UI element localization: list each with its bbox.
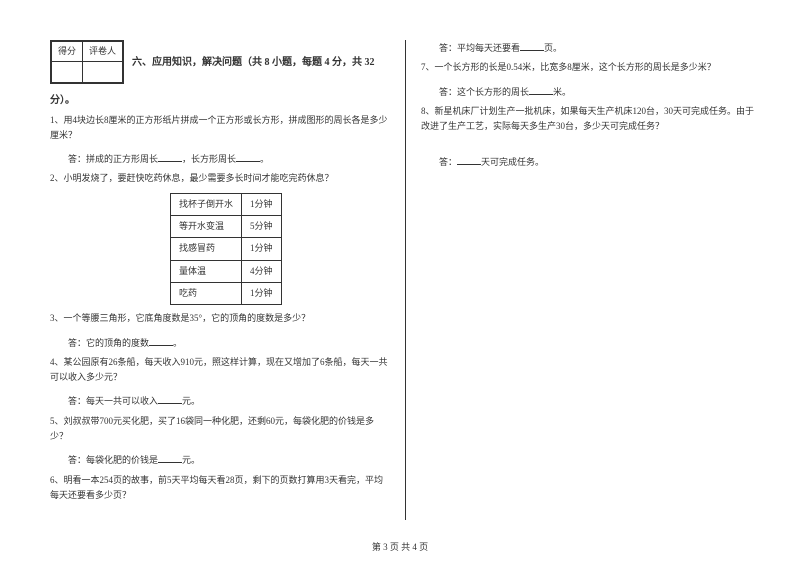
blank	[236, 151, 260, 162]
page-footer: 第 3 页 共 4 页	[0, 540, 800, 553]
blank	[529, 84, 553, 95]
a1-mid: ，长方形周长	[182, 154, 236, 164]
a5-end: 元。	[182, 455, 200, 465]
steps-table: 找杯子倒开水1分钟 等开水变温5分钟 找感冒药1分钟 量体温4分钟 吃药1分钟	[170, 193, 282, 305]
question-8: 8、新星机床厂计划生产一批机床，如果每天生产机床120台，30天可完成任务。由于…	[421, 104, 761, 135]
table-row: 找杯子倒开水1分钟	[171, 193, 282, 215]
answer-6: 答：平均每天还要看 页。	[421, 40, 761, 56]
a6-pre: 答：平均每天还要看	[439, 43, 520, 53]
left-column: 得分 评卷人 六、应用知识，解决问题（共 8 小题，每题 4 分，共 32 分）…	[50, 40, 405, 520]
answer-1: 答：拼成的正方形周长 ，长方形周长 。	[50, 151, 390, 167]
answer-8: 答： 天可完成任务。	[421, 154, 761, 170]
question-5: 5、刘叔叔带700元买化肥，买了16袋同一种化肥，还剩60元，每袋化肥的价钱是多…	[50, 414, 390, 445]
step-name: 找杯子倒开水	[171, 193, 242, 215]
question-1: 1、用4块边长8厘米的正方形纸片拼成一个正方形或长方形，拼成图形的周长各是多少厘…	[50, 113, 390, 144]
step-name: 量体温	[171, 260, 242, 282]
step-name: 等开水变温	[171, 216, 242, 238]
a8-end: 天可完成任务。	[481, 157, 544, 167]
right-column: 答：平均每天还要看 页。 7、一个长方形的长是0.54米，比宽多8厘米，这个长方形…	[405, 40, 761, 520]
a7-end: 米。	[553, 87, 571, 97]
table-row: 找感冒药1分钟	[171, 238, 282, 260]
answer-4: 答：每天一共可以收入 元。	[50, 393, 390, 409]
grader-label: 评卷人	[83, 42, 123, 62]
a3-pre: 答：它的顶角的度数	[68, 338, 149, 348]
grader-cell	[83, 62, 123, 82]
a6-end: 页。	[544, 43, 562, 53]
a1-end: 。	[260, 154, 269, 164]
answer-7: 答：这个长方形的周长 米。	[421, 84, 761, 100]
blank	[158, 151, 182, 162]
question-6: 6、明看一本254页的故事，前5天平均每天看28页，剩下的页数打算用3天看完，平…	[50, 473, 390, 504]
section-title: 六、应用知识，解决问题（共 8 小题，每题 4 分，共 32	[132, 57, 375, 68]
a8-pre: 答：	[439, 157, 457, 167]
a7-pre: 答：这个长方形的周长	[439, 87, 529, 97]
step-name: 找感冒药	[171, 238, 242, 260]
question-4: 4、某公园原有26条船，每天收入910元，照这样计算，现在又增加了6条船，每天一…	[50, 355, 390, 386]
score-label: 得分	[52, 42, 83, 62]
blank	[158, 393, 182, 404]
section-header: 得分 评卷人 六、应用知识，解决问题（共 8 小题，每题 4 分，共 32	[50, 40, 390, 88]
step-time: 1分钟	[242, 193, 282, 215]
blank	[520, 40, 544, 51]
step-time: 1分钟	[242, 282, 282, 304]
step-name: 吃药	[171, 282, 242, 304]
table-row: 量体温4分钟	[171, 260, 282, 282]
a1-pre: 答：拼成的正方形周长	[68, 154, 158, 164]
a5-pre: 答：每袋化肥的价钱是	[68, 455, 158, 465]
step-time: 5分钟	[242, 216, 282, 238]
a3-end: 。	[173, 338, 182, 348]
answer-3: 答：它的顶角的度数 。	[50, 335, 390, 351]
a4-end: 元。	[182, 396, 200, 406]
question-2: 2、小明发烧了，要赶快吃药休息，最少需要多长时间才能吃完药休息？	[50, 171, 390, 186]
blank	[149, 335, 173, 346]
page-content: 得分 评卷人 六、应用知识，解决问题（共 8 小题，每题 4 分，共 32 分）…	[0, 0, 800, 540]
step-time: 4分钟	[242, 260, 282, 282]
a4-pre: 答：每天一共可以收入	[68, 396, 158, 406]
score-cell	[52, 62, 83, 82]
section-title-cont: 分）。	[50, 95, 75, 106]
question-3: 3、一个等腰三角形，它底角度数是35°，它的顶角的度数是多少？	[50, 311, 390, 326]
step-time: 1分钟	[242, 238, 282, 260]
answer-5: 答：每袋化肥的价钱是 元。	[50, 452, 390, 468]
table-row: 等开水变温5分钟	[171, 216, 282, 238]
blank	[457, 154, 481, 165]
table-row: 吃药1分钟	[171, 282, 282, 304]
score-box: 得分 评卷人	[50, 40, 124, 84]
blank	[158, 452, 182, 463]
question-7: 7、一个长方形的长是0.54米，比宽多8厘米，这个长方形的周长是多少米？	[421, 60, 761, 75]
